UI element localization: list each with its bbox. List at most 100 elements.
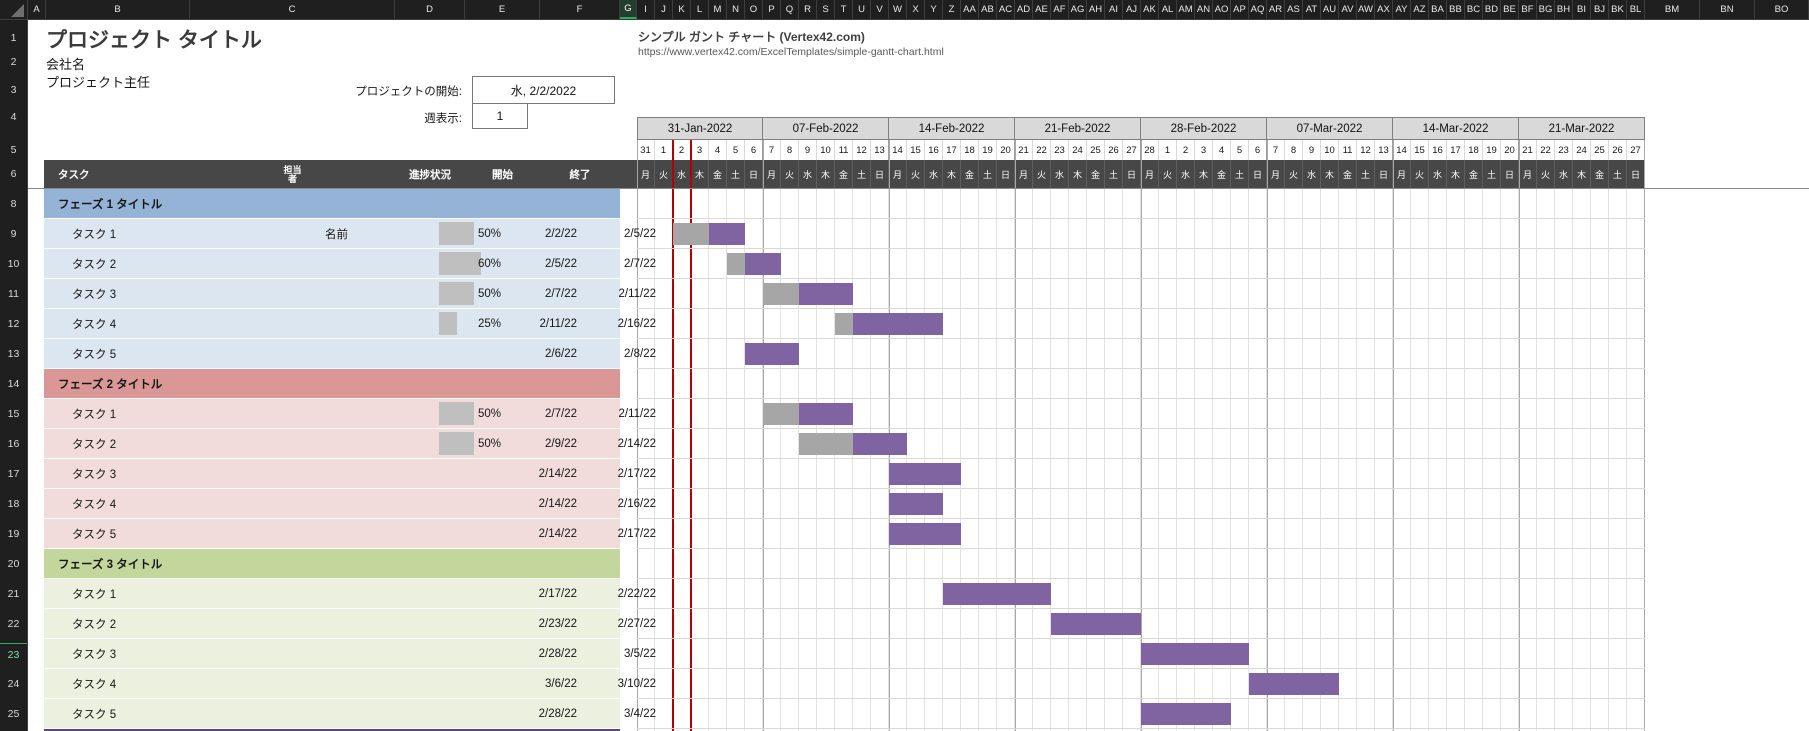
weekday-cell[interactable]: 金 [709,160,727,189]
column-header-BO[interactable]: BO [1755,0,1809,19]
weekday-cell[interactable]: 水 [1429,160,1447,189]
gantt-bar-remaining[interactable] [1141,643,1249,665]
weekday-cell[interactable]: 月 [1519,160,1537,189]
day-number-cell[interactable]: 9 [799,140,817,160]
column-header-AN[interactable]: AN [1195,0,1213,19]
column-header-Q[interactable]: Q [781,0,799,19]
weekday-cell[interactable]: 金 [835,160,853,189]
week-header[interactable]: 07-Feb-2022 [762,117,889,140]
column-header-AZ[interactable]: AZ [1411,0,1429,19]
gantt-row[interactable] [637,519,1645,549]
day-number-cell[interactable]: 13 [1375,140,1393,160]
weekday-cell[interactable]: 土 [979,160,997,189]
day-number-cell[interactable]: 10 [1321,140,1339,160]
task-row[interactable]: タスク 3 2/14/22 2/17/22 [44,459,656,489]
column-header-AQ[interactable]: AQ [1249,0,1267,19]
week-header[interactable]: 31-Jan-2022 [637,117,763,140]
day-number-cell[interactable]: 19 [979,140,997,160]
weekday-cell[interactable]: 火 [655,160,673,189]
weekday-cell[interactable]: 土 [1357,160,1375,189]
row-header-21[interactable]: 21 [7,588,20,600]
column-header-Z[interactable]: Z [943,0,961,19]
weekday-cell[interactable]: 金 [1339,160,1357,189]
column-header-W[interactable]: W [889,0,907,19]
day-number-cell[interactable]: 2 [673,140,691,160]
weekday-cell[interactable]: 水 [1555,160,1573,189]
day-number-cell[interactable]: 25 [1087,140,1105,160]
column-header-AJ[interactable]: AJ [1123,0,1141,19]
gantt-row[interactable] [637,669,1645,699]
gantt-row[interactable] [637,639,1645,669]
day-number-cell[interactable]: 12 [853,140,871,160]
day-number-cell[interactable]: 31 [637,140,655,160]
day-number-cell[interactable]: 21 [1015,140,1033,160]
task-row[interactable]: タスク 4 3/6/22 3/10/22 [44,669,656,699]
day-number-cell[interactable]: 16 [925,140,943,160]
task-row[interactable]: タスク 2 50% 2/9/22 2/14/22 [44,429,656,459]
task-row[interactable]: タスク 5 2/6/22 2/8/22 [44,339,656,369]
gantt-bar-remaining[interactable] [799,403,853,425]
column-header-BH[interactable]: BH [1555,0,1573,19]
week-header[interactable]: 07-Mar-2022 [1266,117,1393,140]
gantt-row[interactable] [637,219,1645,249]
gantt-row[interactable] [637,609,1645,639]
row-header-19[interactable]: 19 [7,528,20,540]
task-row[interactable]: タスク 1 2/17/22 2/22/22 [44,579,656,609]
gantt-bar-complete[interactable] [799,433,853,455]
weekday-cell[interactable]: 土 [1609,160,1627,189]
column-header-K[interactable]: K [673,0,691,19]
day-number-cell[interactable]: 23 [1051,140,1069,160]
row-header-1[interactable]: 1 [10,32,17,44]
phase-row[interactable]: フェーズ 1 タイトル [44,189,620,219]
column-header-BK[interactable]: BK [1609,0,1627,19]
col-header-progress[interactable]: 進捗状況 [409,169,451,181]
column-header-BM[interactable]: BM [1645,0,1700,19]
gantt-bar-remaining[interactable] [889,493,943,515]
column-header-V[interactable]: V [871,0,889,19]
phase-row[interactable]: フェーズ 2 タイトル [44,369,620,399]
weekday-cell[interactable]: 日 [1249,160,1267,189]
column-header-BI[interactable]: BI [1573,0,1591,19]
gantt-row[interactable] [637,189,1645,219]
column-header-U[interactable]: U [853,0,871,19]
column-header-AA[interactable]: AA [961,0,979,19]
column-header-L[interactable]: L [691,0,709,19]
weekday-cell[interactable]: 火 [1285,160,1303,189]
column-header-P[interactable]: P [763,0,781,19]
day-number-cell[interactable]: 17 [1447,140,1465,160]
weekday-cell[interactable]: 月 [637,160,655,189]
weekday-cell[interactable]: 月 [1267,160,1285,189]
weekday-cell[interactable]: 日 [745,160,763,189]
gantt-bar-remaining[interactable] [1249,673,1339,695]
gantt-bar-remaining[interactable] [889,523,961,545]
gantt-row[interactable] [637,249,1645,279]
column-header-AS[interactable]: AS [1285,0,1303,19]
column-header-O[interactable]: O [745,0,763,19]
week-header[interactable]: 14-Feb-2022 [888,117,1015,140]
column-header-AO[interactable]: AO [1213,0,1231,19]
gantt-bar-remaining[interactable] [889,463,961,485]
column-header-BJ[interactable]: BJ [1591,0,1609,19]
weekday-cell[interactable]: 日 [1501,160,1519,189]
row-header-14[interactable]: 14 [7,378,20,390]
column-header-T[interactable]: T [835,0,853,19]
gantt-row[interactable] [637,339,1645,369]
weekday-cell[interactable]: 日 [1375,160,1393,189]
weekday-cell[interactable]: 木 [817,160,835,189]
gantt-bar-remaining[interactable] [1051,613,1141,635]
column-header-BG[interactable]: BG [1537,0,1555,19]
day-number-cell[interactable]: 3 [1195,140,1213,160]
day-number-cell[interactable]: 2 [1177,140,1195,160]
gantt-bar-remaining[interactable] [745,253,781,275]
day-number-cell[interactable]: 14 [889,140,907,160]
row-header-8[interactable]: 8 [10,198,17,210]
row-header-12[interactable]: 12 [7,318,20,330]
day-number-cell[interactable]: 27 [1123,140,1141,160]
day-number-cell[interactable]: 16 [1429,140,1447,160]
weekday-cell[interactable]: 水 [1051,160,1069,189]
day-number-cell[interactable]: 9 [1303,140,1321,160]
task-row[interactable]: タスク 2 2/23/22 2/27/22 [44,609,656,639]
day-number-cell[interactable]: 6 [745,140,763,160]
gantt-bar-remaining[interactable] [799,283,853,305]
weekday-cell[interactable]: 月 [889,160,907,189]
